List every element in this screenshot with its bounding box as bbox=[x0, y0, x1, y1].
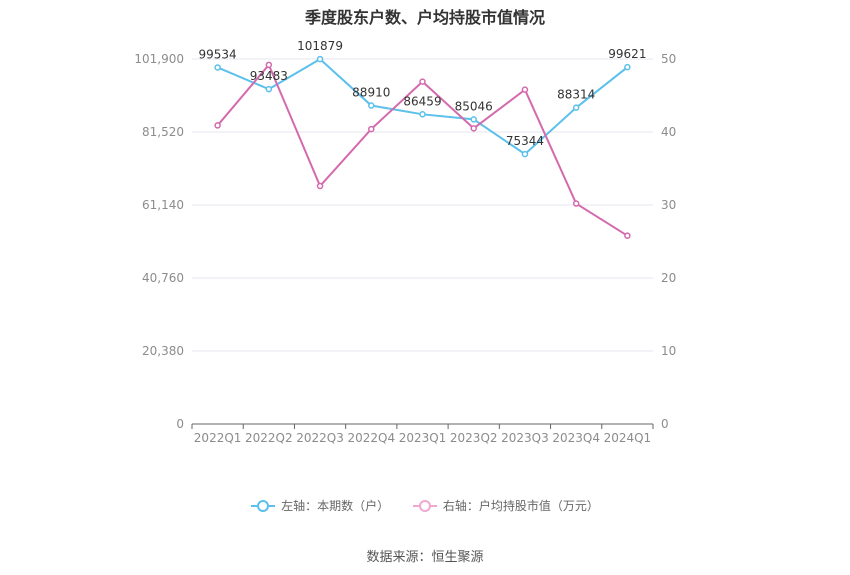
x-tick-label: 2023Q3 bbox=[501, 431, 549, 445]
left-tick-label: 20,380 bbox=[142, 344, 184, 358]
legend-label-households: 左轴：本期数（户） bbox=[281, 499, 390, 513]
legend-label-avg-value: 右轴：户均持股市值（万元） bbox=[442, 499, 599, 513]
data-label: 86459 bbox=[403, 94, 441, 108]
x-tick-label: 2023Q2 bbox=[450, 431, 498, 445]
series-point-1 bbox=[368, 125, 375, 133]
data-label: 88314 bbox=[557, 88, 595, 102]
right-tick-label: 30 bbox=[661, 198, 676, 212]
right-tick-label: 20 bbox=[661, 271, 676, 285]
left-tick-label: 61,140 bbox=[142, 198, 184, 212]
left-tick-label: 40,760 bbox=[142, 271, 184, 285]
x-tick-label: 2022Q1 bbox=[194, 431, 242, 445]
legend-item-households[interactable]: 左轴：本期数（户） bbox=[251, 497, 389, 514]
series-point-0 bbox=[265, 85, 273, 93]
series-point-1 bbox=[419, 78, 426, 85]
series-point-0 bbox=[316, 55, 324, 63]
x-tick-label: 2023Q1 bbox=[399, 431, 447, 445]
legend-swatch-households bbox=[251, 499, 276, 512]
series-point-0 bbox=[368, 102, 375, 109]
legend-swatch-avg-value bbox=[412, 499, 437, 512]
series-point-1 bbox=[521, 86, 529, 93]
right-tick-label: 0 bbox=[661, 417, 669, 431]
series-point-0 bbox=[521, 150, 529, 158]
series-point-1 bbox=[265, 61, 273, 69]
data-label: 101879 bbox=[297, 39, 343, 53]
left-tick-label: 81,520 bbox=[142, 125, 184, 139]
legend: 左轴：本期数（户） 右轴：户均持股市值（万元） bbox=[0, 497, 850, 515]
x-tick-label: 2022Q2 bbox=[245, 431, 293, 445]
chart-title: 季度股东户数、户均持股市值情况 bbox=[304, 8, 545, 27]
data-label: 75344 bbox=[506, 134, 544, 148]
series-point-0 bbox=[419, 111, 426, 118]
right-tick-label: 50 bbox=[661, 52, 676, 66]
right-tick-label: 40 bbox=[661, 125, 676, 139]
right-tick-label: 10 bbox=[661, 344, 676, 358]
left-tick-label: 101,900 bbox=[134, 52, 184, 66]
x-tick-label: 2023Q4 bbox=[552, 431, 600, 445]
series-point-0 bbox=[572, 104, 580, 111]
data-label: 99621 bbox=[608, 47, 646, 61]
series-point-1 bbox=[572, 200, 580, 207]
left-tick-label: 0 bbox=[176, 417, 184, 431]
series-point-1 bbox=[316, 182, 324, 190]
series-point-0 bbox=[470, 116, 477, 123]
data-source: 数据来源：恒生聚源 bbox=[366, 550, 484, 565]
data-label: 93483 bbox=[250, 69, 288, 83]
data-label: 99534 bbox=[199, 47, 237, 61]
data-label: 88910 bbox=[352, 86, 390, 100]
x-tick-label: 2022Q3 bbox=[296, 431, 344, 445]
x-tick-label: 2022Q4 bbox=[347, 431, 395, 445]
x-tick-label: 2024Q1 bbox=[604, 431, 652, 445]
series-point-1 bbox=[624, 232, 631, 239]
series-point-1 bbox=[214, 122, 221, 129]
data-label: 85046 bbox=[455, 99, 493, 113]
series-point-0 bbox=[624, 63, 631, 71]
legend-item-avg-value[interactable]: 右轴：户均持股市值（万元） bbox=[412, 497, 599, 514]
series-point-1 bbox=[470, 125, 477, 132]
series-point-0 bbox=[214, 64, 221, 71]
